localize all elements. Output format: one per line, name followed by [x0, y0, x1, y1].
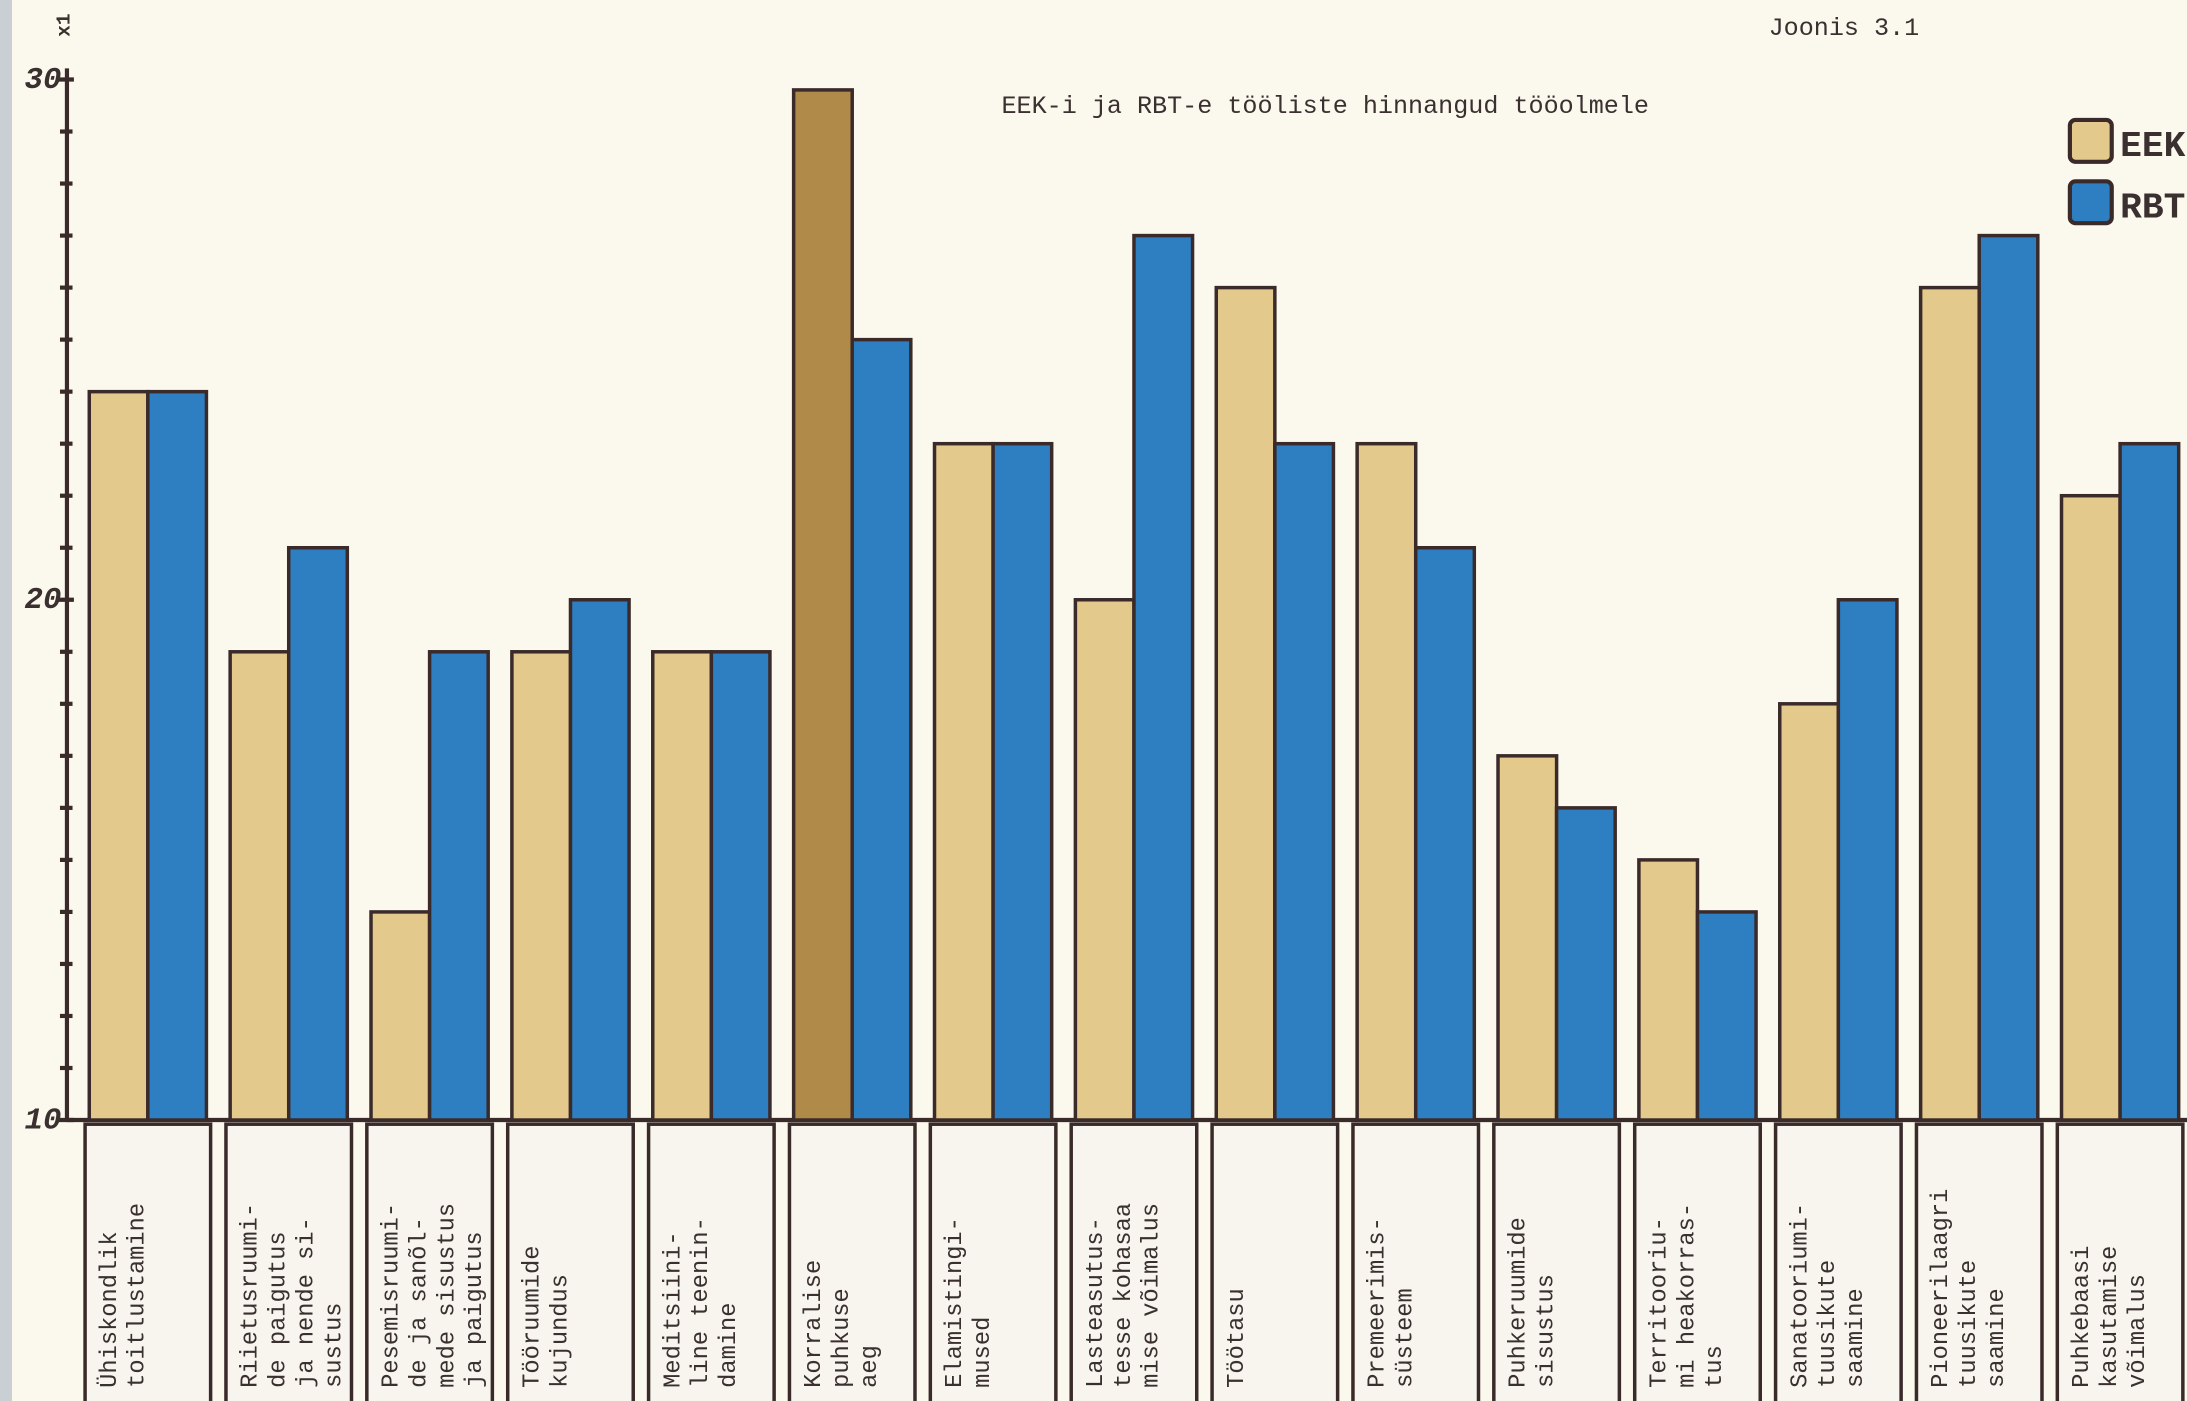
x-tick-label: Töötasu — [1224, 1288, 1251, 1388]
category-box — [928, 1122, 1058, 1401]
x-tick-label: tus — [1702, 1345, 1729, 1388]
bar — [1695, 910, 1758, 1122]
x-tick-label: mede sisustus — [434, 1203, 461, 1388]
y-tick-label: 20 — [25, 583, 62, 618]
x-tick-label: saamine — [1984, 1288, 2011, 1388]
x-tick-label: võimalus — [2125, 1274, 2152, 1388]
bar — [2059, 493, 2122, 1122]
x-tick-label: toitlustamine — [125, 1203, 152, 1388]
bar — [1496, 754, 1559, 1122]
bar — [146, 389, 209, 1122]
bar — [1355, 441, 1418, 1122]
bar — [1977, 233, 2040, 1122]
bar — [1214, 285, 1277, 1122]
category-box — [224, 1122, 354, 1401]
bar — [568, 598, 631, 1122]
x-tick-label: de ja sanõl- — [406, 1217, 433, 1388]
x-tick-label: Riietusruumi- — [238, 1203, 265, 1388]
category-box — [1632, 1122, 1762, 1401]
x-tick-label: Ühiskondlik — [96, 1231, 124, 1387]
bar — [510, 650, 573, 1122]
bar — [791, 88, 854, 1122]
x-tick-label: mise võimalus — [1139, 1203, 1166, 1388]
x-tick-label: saamine — [1843, 1288, 1870, 1388]
x-tick-label: Pesemisruumi- — [379, 1203, 406, 1388]
x-tick-label: Meditsiini- — [660, 1231, 687, 1387]
x-tick-label: puhkuse — [829, 1288, 856, 1388]
x-tick-label: Tööruumide — [519, 1246, 546, 1388]
x-tick-label: mi heakorras- — [1674, 1203, 1701, 1388]
y-axis-label: x1 — [54, 13, 76, 36]
bar — [1836, 598, 1899, 1122]
x-tick-label: tuusikute — [1815, 1260, 1842, 1388]
x-tick-label: de paigutus — [266, 1231, 293, 1387]
category-box — [1492, 1122, 1622, 1401]
x-tick-label: tuusikute — [1956, 1260, 1983, 1388]
x-tick-label: damine — [716, 1302, 743, 1387]
bar — [1554, 806, 1617, 1122]
bar — [991, 441, 1054, 1122]
category-box — [365, 1122, 495, 1401]
x-tick-label: Pioneerilaagri — [1928, 1189, 1955, 1388]
category-box — [2055, 1122, 2185, 1401]
y-tick-label: 10 — [25, 1103, 62, 1138]
category-box — [787, 1122, 917, 1401]
bar — [1273, 441, 1336, 1122]
bar — [286, 545, 350, 1122]
bar — [427, 650, 490, 1122]
legend-swatch — [2067, 117, 2114, 164]
legend-label: RBT — [2120, 188, 2185, 229]
category-box — [646, 1122, 776, 1401]
x-tick-label: Puhkebaasi — [2069, 1246, 2096, 1388]
bar — [1778, 702, 1841, 1122]
category-box — [83, 1122, 213, 1401]
category-box — [1210, 1122, 1340, 1401]
bar — [87, 389, 150, 1122]
x-tick-label: kujundus — [547, 1274, 574, 1388]
category-box — [1914, 1122, 2044, 1401]
chart-title: EEK-i ja RBT-e tööliste hinnangud tööolm… — [1001, 92, 1649, 121]
corner-note: Joonis 3.1 — [1769, 14, 1920, 43]
bar — [850, 337, 913, 1122]
x-tick-label: aeg — [857, 1345, 884, 1388]
category-box — [1773, 1122, 1903, 1401]
x-tick-label: tesse kohasaa — [1111, 1203, 1138, 1388]
x-tick-label: mused — [970, 1317, 997, 1388]
y-tick-label: 30 — [25, 63, 62, 98]
legend-swatch — [2067, 179, 2114, 226]
legend-label: EEK — [2120, 126, 2186, 167]
category-box — [505, 1122, 635, 1401]
bar — [1073, 598, 1136, 1122]
x-tick-label: Korralise — [801, 1260, 828, 1388]
x-tick-label: ja paigutus — [462, 1231, 489, 1387]
x-tick-label: sisustus — [1533, 1274, 1560, 1388]
x-tick-label: süsteem — [1393, 1288, 1420, 1388]
category-box — [1351, 1122, 1481, 1401]
bar — [228, 650, 291, 1122]
x-tick-label: Lasteasutus- — [1083, 1217, 1110, 1388]
bar — [1413, 545, 1477, 1122]
x-tick-label: Premeerimis- — [1365, 1217, 1392, 1388]
category-box — [1069, 1122, 1199, 1401]
bar — [932, 441, 995, 1122]
bar — [651, 650, 714, 1122]
x-tick-label: Elamistingi- — [942, 1217, 969, 1388]
paper-edge — [0, 0, 12, 1401]
bar — [1918, 285, 1981, 1122]
bar — [1637, 858, 1700, 1122]
bar — [369, 910, 432, 1122]
plot: Joonis 3.1 EEK-i ja RBT-e tööliste hinna… — [25, 13, 2187, 1401]
x-tick-label: sustus — [321, 1302, 348, 1387]
x-tick-label: ja nende si- — [293, 1217, 320, 1388]
x-tick-label: Puhkeruumide — [1506, 1217, 1533, 1388]
bar — [709, 650, 772, 1122]
x-tick-label: line teenin- — [688, 1217, 715, 1388]
x-tick-label: Sanatooriumi- — [1787, 1203, 1814, 1388]
x-tick-label: Territooriu- — [1646, 1217, 1673, 1388]
bar — [2118, 441, 2181, 1122]
x-tick-label: kasutamise — [2097, 1246, 2124, 1388]
bar — [1132, 233, 1195, 1122]
